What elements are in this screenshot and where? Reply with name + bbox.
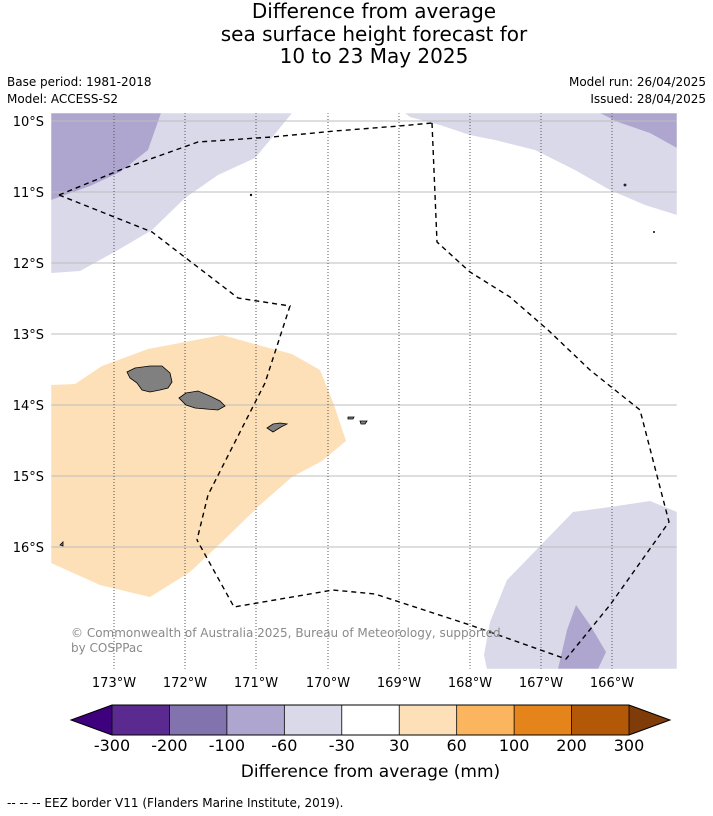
colorbar-segment xyxy=(399,705,457,735)
lon-label: 168°W xyxy=(448,676,492,691)
latitude-gridlines xyxy=(51,120,677,548)
lon-label: 166°W xyxy=(590,676,634,691)
colorbar-tick-label: -100 xyxy=(209,736,245,755)
colorbar-segment xyxy=(456,705,515,735)
colorbar-tick-label: -200 xyxy=(151,736,187,755)
manua-island-1 xyxy=(347,416,355,420)
meta-left: Base period: 1981-2018 Model: ACCESS-S2 xyxy=(7,74,152,108)
model-name: Model: ACCESS-S2 xyxy=(7,92,119,106)
lat-label: 12°S xyxy=(13,257,44,272)
anomaly-region-neg-30-60-topright xyxy=(405,113,677,215)
land-islands xyxy=(59,183,656,547)
islet-swains xyxy=(623,183,627,187)
anomaly-region-neg-60-100-topleft xyxy=(51,113,161,200)
anomaly-region-pos-30-60 xyxy=(51,335,346,597)
colorbar-segment xyxy=(169,705,227,735)
colorbar-segment xyxy=(284,705,342,735)
base-period: Base period: 1981-2018 xyxy=(7,75,152,89)
map-title: Difference from average sea surface heig… xyxy=(0,0,713,68)
latitude-labels: 10°S 11°S 12°S 13°S 14°S 15°S 16°S xyxy=(13,115,44,556)
colorbar-label: Difference from average (mm) xyxy=(240,762,501,782)
tutuila-island xyxy=(266,422,289,433)
savaii-island xyxy=(126,365,173,393)
eez-border-samoa-south xyxy=(58,194,291,541)
lat-label: 16°S xyxy=(13,541,44,556)
issued-date: Issued: 28/04/2025 xyxy=(590,92,706,106)
islet-southwest xyxy=(59,541,64,547)
anomaly-region-neg-30-60-bottomright xyxy=(484,501,677,669)
title-line-2: sea surface height forecast for xyxy=(220,21,528,46)
eez-footer-note: -- -- -- EEZ border V11 (Flanders Marine… xyxy=(7,796,344,810)
lon-label: 170°W xyxy=(306,676,350,691)
eez-border-american-samoa xyxy=(196,122,670,660)
lon-label: 169°W xyxy=(377,676,421,691)
lat-label: 14°S xyxy=(13,399,44,414)
manua-island-2 xyxy=(359,420,368,425)
colorbar-extend-high xyxy=(629,705,670,735)
colorbar-extend-low xyxy=(71,705,112,735)
lon-label: 172°W xyxy=(163,676,207,691)
colorbar-tick-label: -30 xyxy=(329,736,355,755)
model-run: Model run: 26/04/2025 xyxy=(568,75,706,89)
islet-north xyxy=(249,193,253,197)
colorbar-segment xyxy=(112,705,170,735)
anomaly-fields xyxy=(51,113,677,669)
colorbar-segment xyxy=(514,705,572,735)
lon-label: 167°W xyxy=(519,676,563,691)
colorbar-tick-label: 300 xyxy=(614,736,645,755)
title-line-3: 10 to 23 May 2025 xyxy=(279,44,469,68)
lon-label: 171°W xyxy=(234,676,278,691)
islet-east xyxy=(653,230,656,233)
meta-right: Model run: 26/04/2025 Issued: 28/04/2025 xyxy=(569,74,706,108)
colorbar-segment xyxy=(571,705,629,735)
lon-label: 173°W xyxy=(92,676,136,691)
colorbar-segment xyxy=(341,705,400,735)
title-line-1: Difference from average xyxy=(251,0,497,23)
colorbar-tick-label: 100 xyxy=(499,736,530,755)
lat-label: 10°S xyxy=(13,115,44,130)
map-frame xyxy=(50,112,678,670)
anomaly-region-neg-60-100-bottomright xyxy=(558,605,606,669)
colorbar-tick-label: 200 xyxy=(556,736,587,755)
lat-label: 11°S xyxy=(13,186,44,201)
copyright-credit: © Commonwealth of Australia 2025, Bureau… xyxy=(71,626,501,655)
colorbar-tick-label: 60 xyxy=(446,736,466,755)
colorbar-tick-label: -60 xyxy=(271,736,297,755)
lat-label: 13°S xyxy=(13,328,44,343)
colorbar-segment xyxy=(226,705,285,735)
colorbar-tick-label: -300 xyxy=(94,736,130,755)
longitude-labels: 173°W 172°W 171°W 170°W 169°W 168°W 167°… xyxy=(92,676,634,691)
lat-label: 15°S xyxy=(13,470,44,485)
upolu-island xyxy=(178,390,226,411)
eez-borders xyxy=(58,122,670,660)
anomaly-region-neg-60-100-topright xyxy=(600,113,677,148)
colorbar-tick-label: 30 xyxy=(389,736,409,755)
colorbar: -300 -200 -100 -60 -30 30 60 100 200 300 xyxy=(69,704,672,755)
